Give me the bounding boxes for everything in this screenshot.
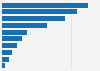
Bar bbox=[2, 16, 65, 21]
Bar bbox=[2, 43, 17, 48]
Bar bbox=[2, 23, 47, 28]
Bar bbox=[2, 30, 27, 35]
Bar bbox=[2, 57, 9, 62]
Bar bbox=[2, 3, 88, 8]
Bar bbox=[2, 9, 77, 14]
Bar bbox=[2, 50, 12, 55]
Bar bbox=[2, 36, 22, 41]
Bar bbox=[2, 63, 5, 68]
